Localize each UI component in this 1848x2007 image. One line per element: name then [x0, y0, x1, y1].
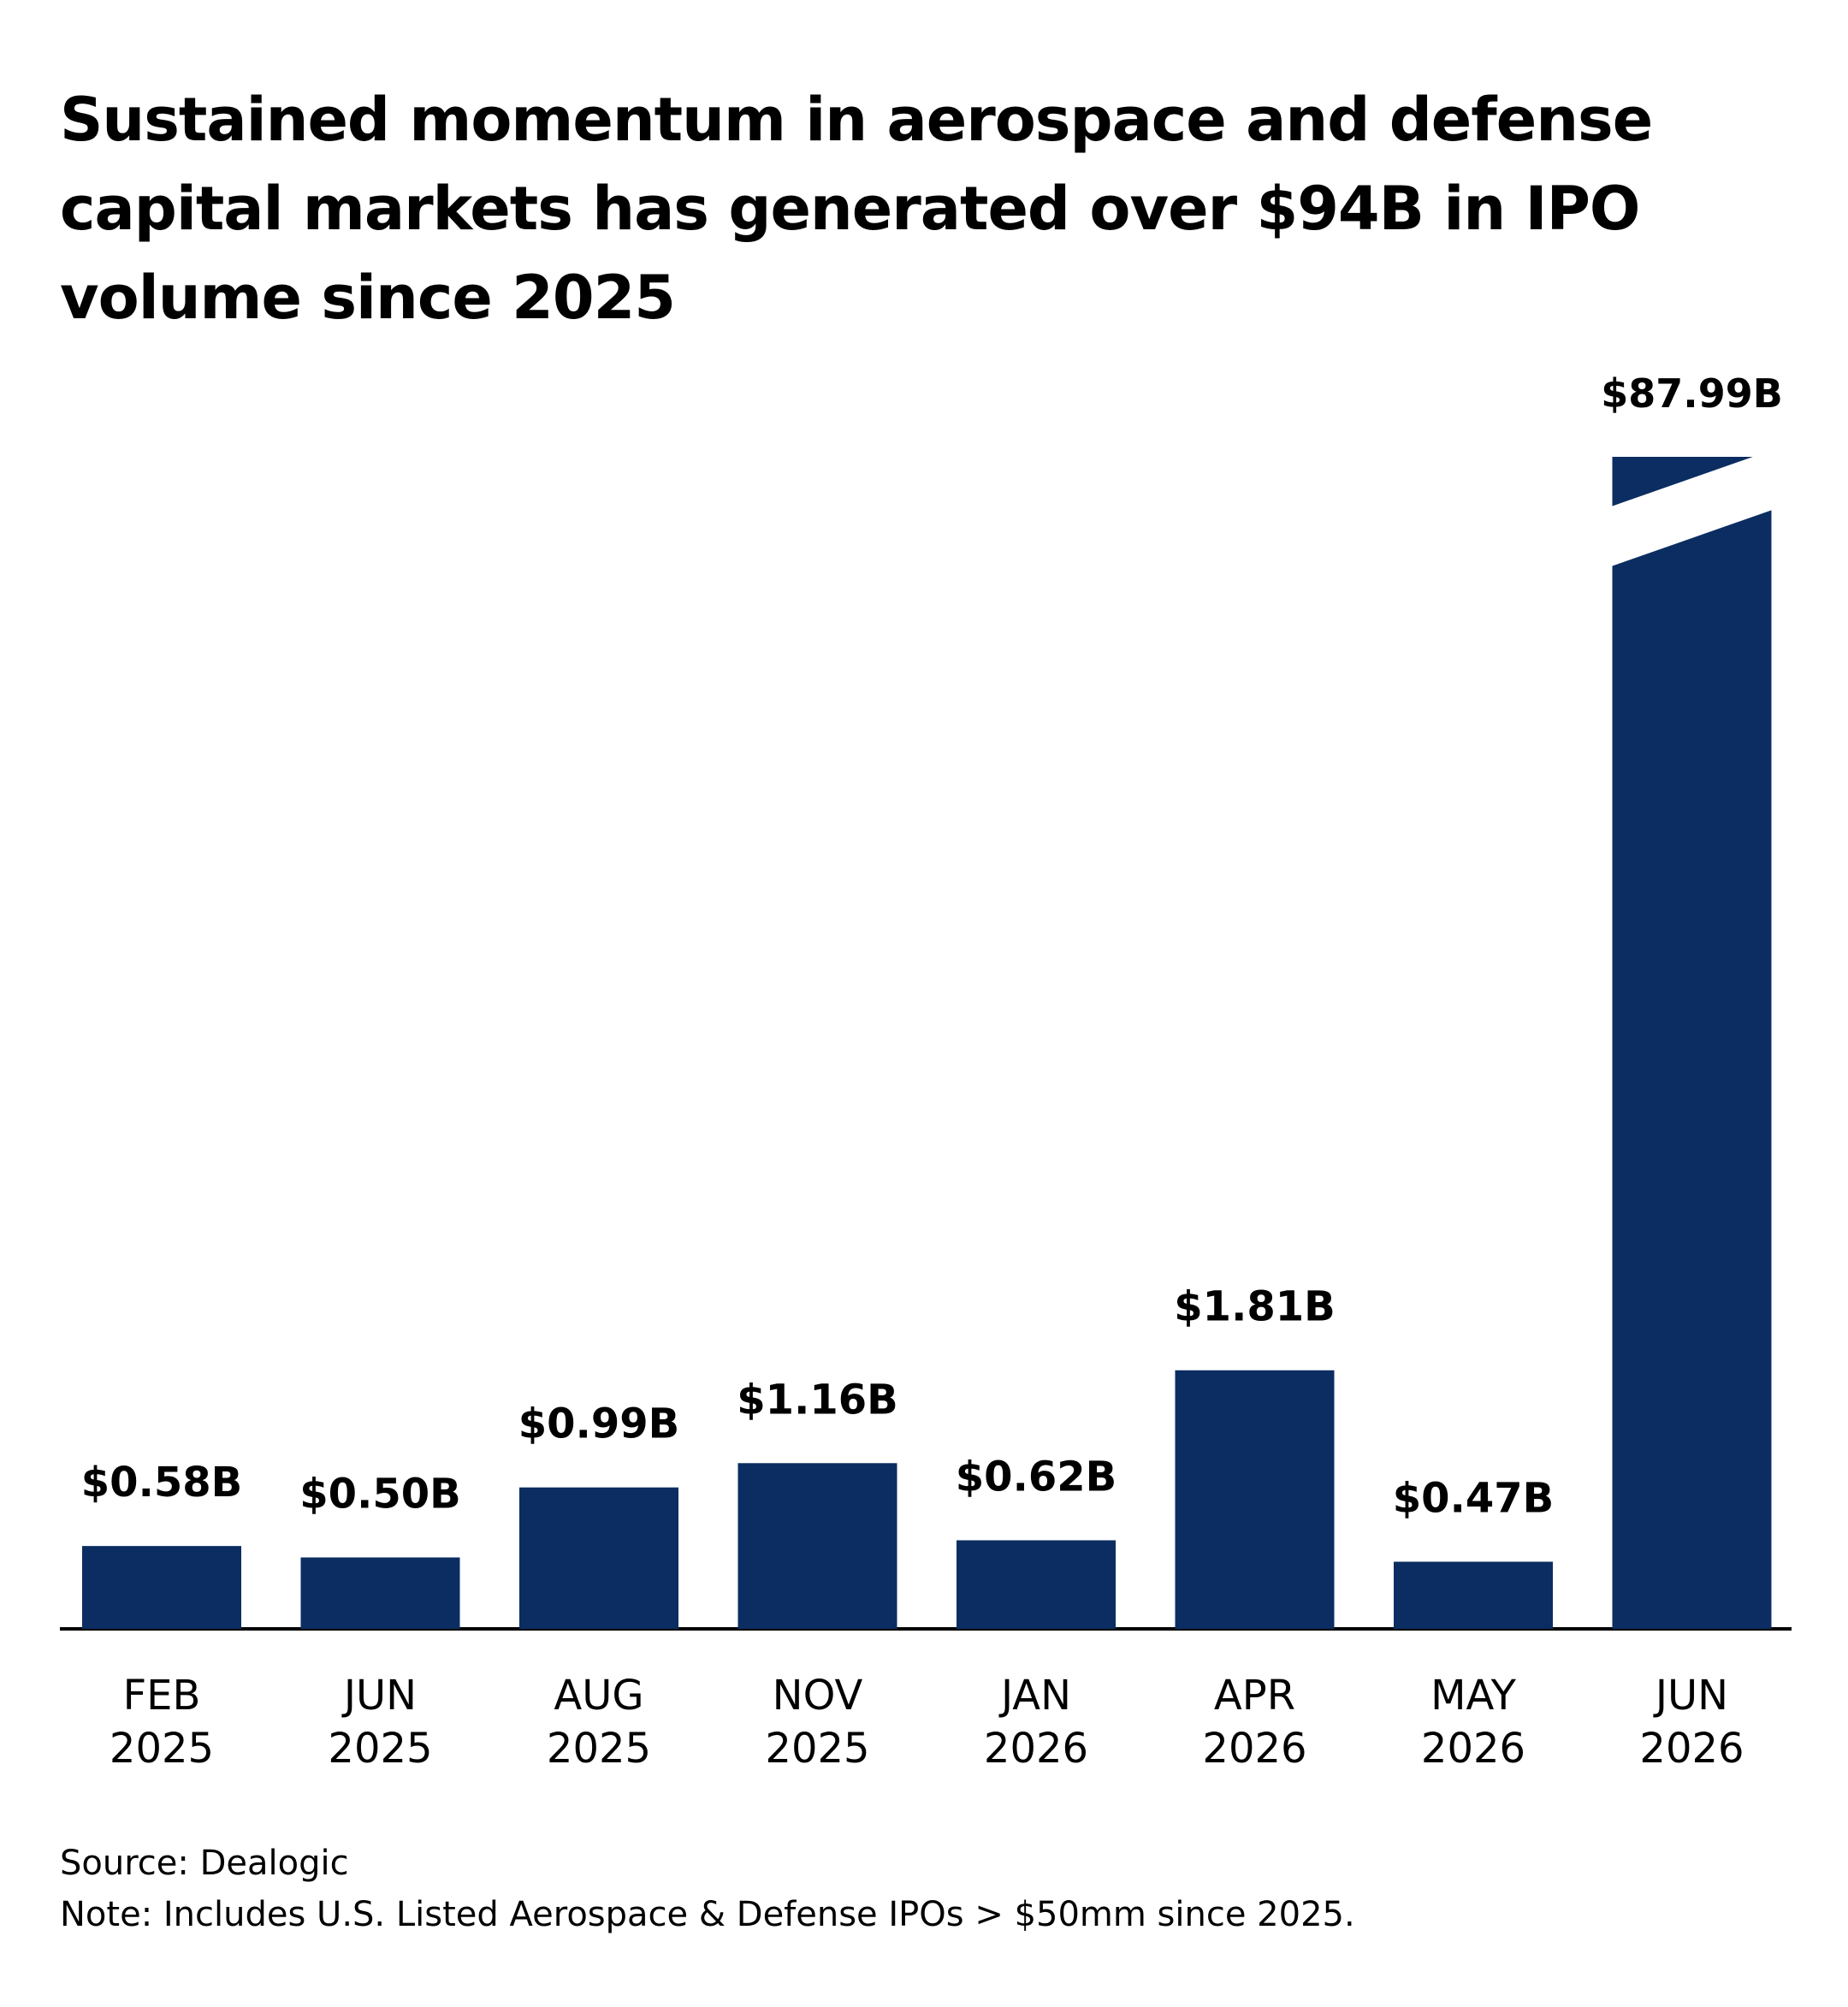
chart-footer: Source: Dealogic Note: Includes U.S. Lis…: [60, 1838, 1771, 1940]
bar-5: [957, 1540, 1116, 1629]
x-tick-label-7-line-1: MAY: [1430, 1672, 1517, 1720]
x-tick-label-8-line-1: JUN: [1653, 1672, 1728, 1720]
bar-8: [1612, 457, 1772, 1629]
x-tick-label-5-line-1: JAN: [998, 1672, 1071, 1720]
bar-4: [737, 1463, 897, 1629]
x-tick-label-2-line-1: JUN: [341, 1672, 417, 1720]
data-label-3: $0.99B: [518, 1400, 679, 1448]
x-tick-label-8-line-2: 2026: [1639, 1725, 1744, 1773]
x-tick-label-5-line-2: 2026: [984, 1725, 1088, 1773]
x-tick-label-6-line-2: 2026: [1202, 1725, 1306, 1773]
x-tick-label-3-line-2: 2025: [547, 1725, 651, 1773]
bar-7: [1394, 1561, 1553, 1629]
data-label-8: $87.99B: [1601, 370, 1783, 417]
source-note: Source: Dealogic: [60, 1844, 349, 1883]
bar-1: [82, 1546, 241, 1629]
data-label-5: $0.62B: [956, 1453, 1116, 1501]
x-tick-label-1-line-1: FEB: [123, 1672, 201, 1720]
bar-2: [300, 1557, 460, 1629]
bar-3: [519, 1487, 678, 1629]
chart-title-line-2: capital markets has generated over $94B …: [60, 174, 1640, 244]
data-label-6: $1.81B: [1174, 1283, 1335, 1331]
x-tick-label-4-line-2: 2025: [765, 1725, 869, 1773]
x-tick-label-2-line-2: 2025: [328, 1725, 432, 1773]
chart-title-line-1: Sustained momentum in aerospace and defe…: [60, 85, 1653, 155]
data-label-4: $1.16B: [737, 1376, 897, 1424]
data-label-2: $0.50B: [299, 1471, 460, 1519]
x-tick-label-3-line-1: AUG: [554, 1672, 643, 1720]
x-tick-label-1-line-2: 2025: [110, 1725, 214, 1773]
x-tick-label-6-line-1: APR: [1214, 1672, 1295, 1720]
x-tick-label-7-line-2: 2026: [1421, 1725, 1525, 1773]
data-label-7: $0.47B: [1393, 1475, 1554, 1523]
axis-break-gap: [1608, 449, 1775, 567]
data-label-1: $0.58B: [81, 1459, 242, 1507]
methodology-note: Note: Includes U.S. Listed Aerospace & D…: [60, 1895, 1355, 1934]
chart-title: Sustained momentum in aerospace and defe…: [60, 75, 1771, 342]
chart-title-line-3: volume since 2025: [60, 263, 676, 333]
x-tick-label-4-line-1: NOV: [773, 1672, 863, 1720]
bar-6: [1175, 1370, 1335, 1629]
